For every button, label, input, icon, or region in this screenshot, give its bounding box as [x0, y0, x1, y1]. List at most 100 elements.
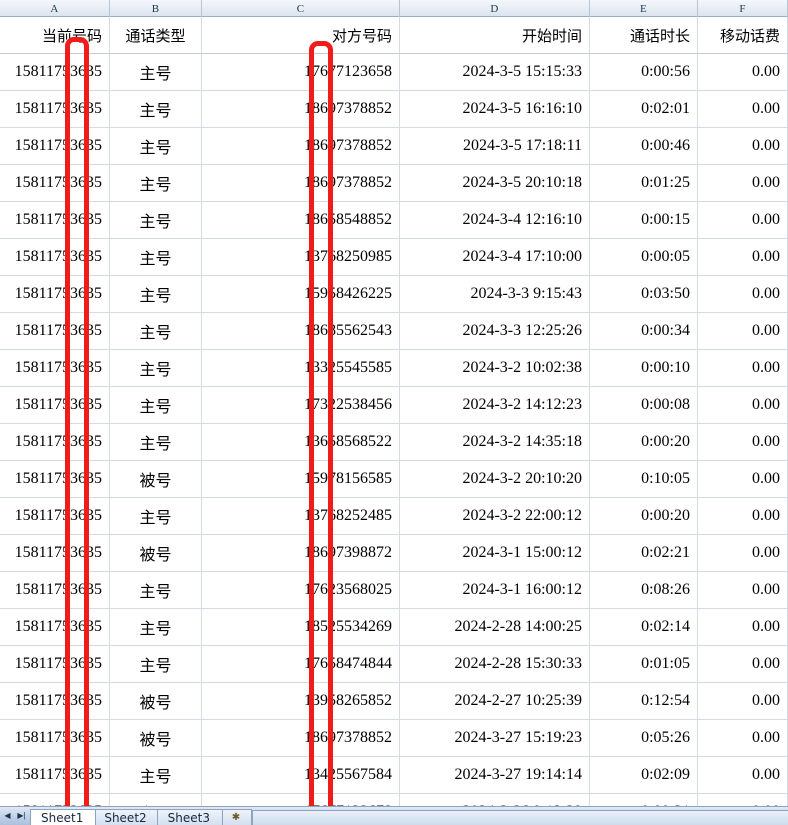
cell-peer-number[interactable]: 17322538456: [202, 387, 400, 423]
cell-peer-number[interactable]: 13768252485: [202, 498, 400, 534]
cell-call-type[interactable]: 主号: [110, 609, 202, 645]
header-cell-fee[interactable]: 移动话费: [698, 17, 788, 53]
cell-peer-number[interactable]: 18697378852: [202, 165, 400, 201]
cell-fee[interactable]: 0.00: [698, 165, 788, 201]
cell-current-number[interactable]: 15811753635: [0, 757, 110, 793]
cell-peer-number[interactable]: 18697378852: [202, 128, 400, 164]
cell-start-time[interactable]: 2024-3-27 15:19:23: [400, 720, 590, 756]
cell-current-number[interactable]: 15811753635: [0, 572, 110, 608]
add-sheet-button[interactable]: ✱: [219, 809, 252, 825]
cell-start-time[interactable]: 2024-3-5 16:16:10: [400, 91, 590, 127]
cell-start-time[interactable]: 2024-3-3 9:15:43: [400, 276, 590, 312]
first-sheet-icon[interactable]: ◀: [4, 811, 11, 820]
cell-fee[interactable]: 0.00: [698, 202, 788, 238]
cell-current-number[interactable]: 15811753635: [0, 683, 110, 719]
sheet-tab-3[interactable]: Sheet3: [156, 809, 223, 825]
cell-current-number[interactable]: 15811753635: [0, 350, 110, 386]
cell-start-time[interactable]: 2024-3-2 22:00:12: [400, 498, 590, 534]
cell-fee[interactable]: 0.00: [698, 646, 788, 682]
cell-peer-number[interactable]: 13958265852: [202, 683, 400, 719]
cell-start-time[interactable]: 2024-3-2 20:10:20: [400, 461, 590, 497]
cell-current-number[interactable]: 15811753635: [0, 609, 110, 645]
last-sheet-icon[interactable]: ▶|: [17, 811, 26, 820]
cell-fee[interactable]: 0.00: [698, 387, 788, 423]
cell-peer-number[interactable]: 18685562543: [202, 313, 400, 349]
cell-start-time[interactable]: 2024-3-2 10:02:38: [400, 350, 590, 386]
cell-current-number[interactable]: 15811753635: [0, 461, 110, 497]
header-cell-current-number[interactable]: 当前号码: [0, 17, 110, 53]
cell-current-number[interactable]: 15811753635: [0, 535, 110, 571]
cell-start-time[interactable]: 2024-3-4 12:16:10: [400, 202, 590, 238]
header-cell-duration[interactable]: 通话时长: [590, 17, 698, 53]
cell-peer-number[interactable]: 15978156585: [202, 461, 400, 497]
cell-duration[interactable]: 0:10:05: [590, 461, 698, 497]
column-header-c[interactable]: C: [202, 0, 400, 17]
cell-current-number[interactable]: 15811753635: [0, 313, 110, 349]
cell-fee[interactable]: 0.00: [698, 313, 788, 349]
cell-current-number[interactable]: 15811753635: [0, 54, 110, 90]
cell-call-type[interactable]: 被号: [110, 683, 202, 719]
cell-fee[interactable]: 0.00: [698, 128, 788, 164]
cell-current-number[interactable]: 15811753635: [0, 239, 110, 275]
cell-call-type[interactable]: 主号: [110, 350, 202, 386]
cell-peer-number[interactable]: 17658474844: [202, 646, 400, 682]
column-header-b[interactable]: B: [110, 0, 202, 17]
cell-start-time[interactable]: 2024-3-5 17:18:11: [400, 128, 590, 164]
cell-peer-number[interactable]: 18697378852: [202, 91, 400, 127]
cell-fee[interactable]: 0.00: [698, 276, 788, 312]
cell-peer-number[interactable]: 18697398872: [202, 535, 400, 571]
cell-current-number[interactable]: 15811753635: [0, 387, 110, 423]
header-cell-start-time[interactable]: 开始时间: [400, 17, 590, 53]
cell-fee[interactable]: 0.00: [698, 498, 788, 534]
cell-peer-number[interactable]: 18525534269: [202, 609, 400, 645]
cell-current-number[interactable]: 15811753635: [0, 91, 110, 127]
cell-duration[interactable]: 0:00:56: [590, 54, 698, 90]
cell-peer-number[interactable]: 17677123658: [202, 54, 400, 90]
cell-start-time[interactable]: 2024-2-28 15:30:33: [400, 646, 590, 682]
cell-peer-number[interactable]: 13658568522: [202, 424, 400, 460]
cell-fee[interactable]: 0.00: [698, 535, 788, 571]
column-header-a[interactable]: A: [0, 0, 110, 17]
cell-duration[interactable]: 0:02:14: [590, 609, 698, 645]
column-header-d[interactable]: D: [400, 0, 590, 17]
cell-call-type[interactable]: 主号: [110, 387, 202, 423]
cell-start-time[interactable]: 2024-3-1 16:00:12: [400, 572, 590, 608]
cell-duration[interactable]: 0:02:09: [590, 757, 698, 793]
cell-duration[interactable]: 0:00:15: [590, 202, 698, 238]
cell-fee[interactable]: 0.00: [698, 572, 788, 608]
column-header-f[interactable]: F: [698, 0, 788, 17]
cell-current-number[interactable]: 15811753635: [0, 498, 110, 534]
cell-call-type[interactable]: 主号: [110, 128, 202, 164]
cell-start-time[interactable]: 2024-2-28 14:00:25: [400, 609, 590, 645]
cell-call-type[interactable]: 主号: [110, 498, 202, 534]
cell-call-type[interactable]: 主号: [110, 239, 202, 275]
cell-duration[interactable]: 0:03:50: [590, 276, 698, 312]
cell-call-type[interactable]: 主号: [110, 54, 202, 90]
cell-duration[interactable]: 0:08:26: [590, 572, 698, 608]
cell-peer-number[interactable]: 13768250985: [202, 239, 400, 275]
sheet-tab-1[interactable]: Sheet1: [30, 809, 97, 825]
cell-call-type[interactable]: 主号: [110, 424, 202, 460]
cell-duration[interactable]: 0:01:05: [590, 646, 698, 682]
cell-duration[interactable]: 0:00:08: [590, 387, 698, 423]
cell-duration[interactable]: 0:02:21: [590, 535, 698, 571]
cell-call-type[interactable]: 被号: [110, 461, 202, 497]
cell-fee[interactable]: 0.00: [698, 609, 788, 645]
cell-call-type[interactable]: 主号: [110, 165, 202, 201]
cell-call-type[interactable]: 主号: [110, 202, 202, 238]
cell-start-time[interactable]: 2024-2-27 10:25:39: [400, 683, 590, 719]
cell-fee[interactable]: 0.00: [698, 683, 788, 719]
cell-duration[interactable]: 0:12:54: [590, 683, 698, 719]
cell-duration[interactable]: 0:00:20: [590, 424, 698, 460]
cell-duration[interactable]: 0:05:26: [590, 720, 698, 756]
cell-call-type[interactable]: 主号: [110, 91, 202, 127]
cell-current-number[interactable]: 15811753635: [0, 424, 110, 460]
cell-peer-number[interactable]: 17623568025: [202, 572, 400, 608]
cell-current-number[interactable]: 15811753635: [0, 165, 110, 201]
cell-start-time[interactable]: 2024-3-2 14:12:23: [400, 387, 590, 423]
cell-current-number[interactable]: 15811753635: [0, 128, 110, 164]
cell-call-type[interactable]: 主号: [110, 757, 202, 793]
cell-start-time[interactable]: 2024-3-27 19:14:14: [400, 757, 590, 793]
cell-fee[interactable]: 0.00: [698, 720, 788, 756]
cell-duration[interactable]: 0:00:20: [590, 498, 698, 534]
